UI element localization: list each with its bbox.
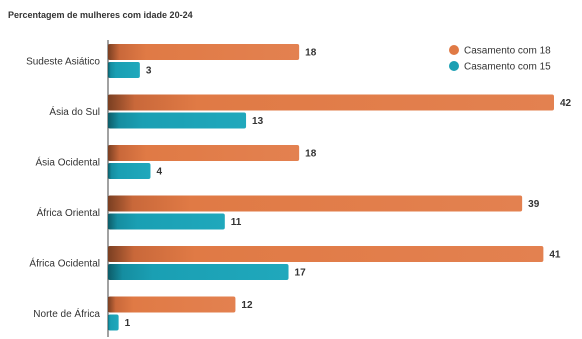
bar-casamento-15: [108, 264, 289, 280]
bar-casamento-18: [108, 246, 544, 262]
data-label: 11: [231, 217, 242, 228]
bar-casamento-15: [108, 112, 247, 129]
data-label: 18: [305, 48, 317, 59]
category-label: Ásia do Sul: [49, 105, 100, 118]
data-label: 42: [560, 98, 572, 109]
legend-label: Casamento com 18: [464, 46, 551, 57]
bar-casamento-15: [108, 213, 225, 230]
data-label: 3: [146, 66, 152, 77]
bar-casamento-18: [108, 195, 523, 212]
category-label: Sudeste Asiático: [26, 57, 100, 68]
legend-swatch: [449, 61, 459, 71]
bar-casamento-18: [108, 296, 236, 313]
bar-casamento-15: [108, 163, 151, 179]
bar-casamento-18: [108, 94, 554, 111]
data-label: 12: [241, 300, 253, 311]
category-label: África Ocidental: [29, 257, 100, 270]
legend-label: Casamento com 15: [464, 62, 551, 73]
data-label: 13: [252, 116, 264, 127]
data-label: 18: [305, 149, 317, 160]
bar-casamento-18: [108, 44, 300, 60]
bar-casamento-15: [108, 314, 119, 331]
chart-title: Percentagem de mulheres com idade 20-24: [8, 10, 193, 20]
data-label: 39: [528, 199, 540, 210]
data-label: 4: [156, 167, 162, 178]
data-label: 1: [125, 318, 131, 329]
data-label: 17: [295, 268, 307, 279]
category-label: Ásia Ocidental: [36, 156, 100, 169]
data-label: 41: [549, 250, 561, 261]
bar-casamento-18: [108, 145, 300, 161]
bar-casamento-15: [108, 62, 140, 78]
category-label: África Oriental: [37, 206, 100, 219]
legend-swatch: [449, 45, 459, 55]
category-label: Norte de África: [33, 307, 100, 320]
